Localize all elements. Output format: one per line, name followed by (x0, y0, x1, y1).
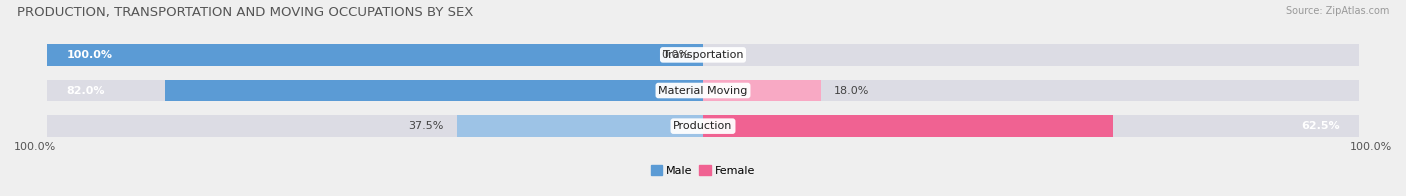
Bar (165, 80, 703, 101)
Text: 100.0%: 100.0% (66, 50, 112, 60)
Text: Material Moving: Material Moving (658, 85, 748, 95)
Text: Source: ZipAtlas.com: Source: ZipAtlas.com (1285, 6, 1389, 16)
Text: 62.5%: 62.5% (1301, 121, 1340, 131)
Text: Transportation: Transportation (662, 50, 744, 60)
Text: 100.0%: 100.0% (1350, 142, 1392, 152)
Text: 18.0%: 18.0% (834, 85, 869, 95)
Text: 100.0%: 100.0% (14, 142, 56, 152)
Bar (46, 115, 1360, 137)
Bar (46, 80, 1360, 101)
Text: 37.5%: 37.5% (409, 121, 444, 131)
Text: Production: Production (673, 121, 733, 131)
Text: 0.0%: 0.0% (662, 50, 690, 60)
Text: PRODUCTION, TRANSPORTATION AND MOVING OCCUPATIONS BY SEX: PRODUCTION, TRANSPORTATION AND MOVING OC… (17, 6, 474, 19)
Bar (457, 115, 703, 137)
Bar (703, 115, 1114, 137)
Text: 82.0%: 82.0% (66, 85, 105, 95)
Bar (703, 80, 821, 101)
Legend: Male, Female: Male, Female (647, 161, 759, 180)
Bar (46, 44, 703, 66)
Bar (46, 44, 1360, 66)
